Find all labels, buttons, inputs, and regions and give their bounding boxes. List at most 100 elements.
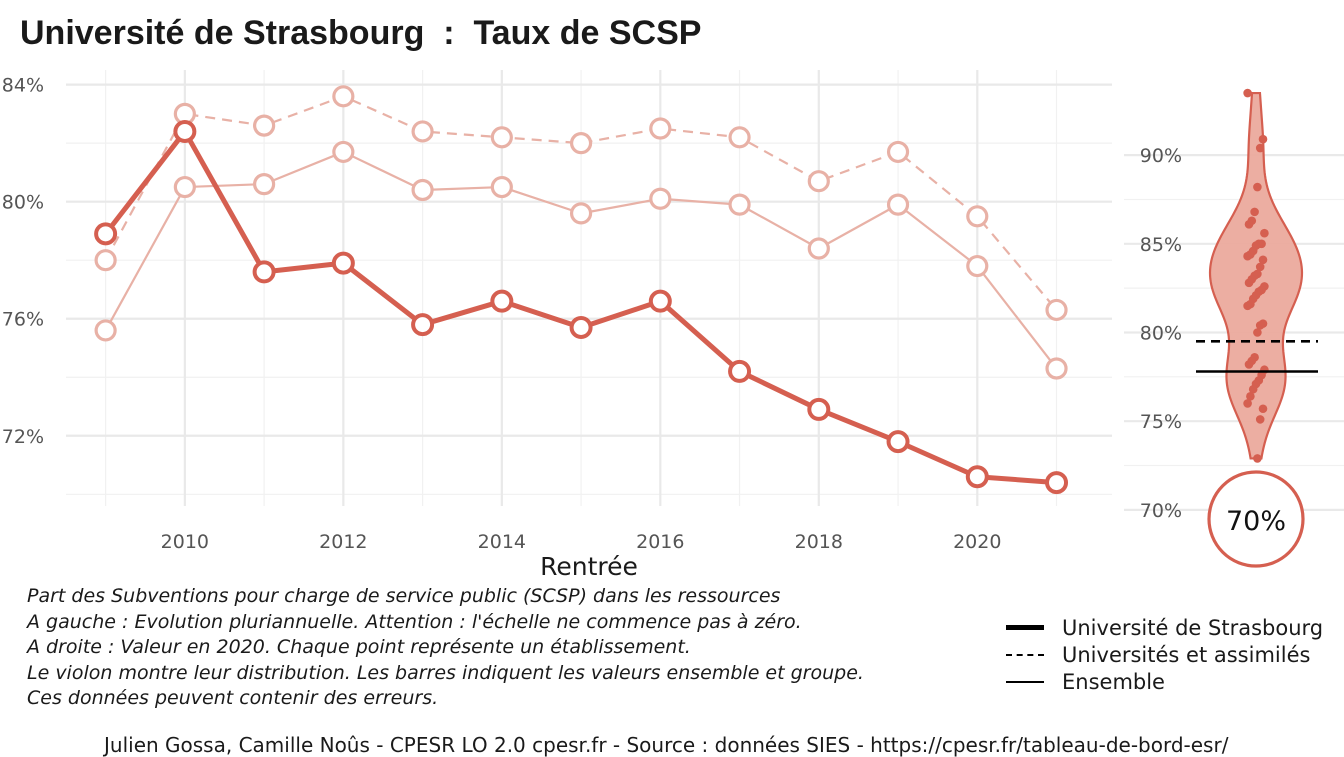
violin-point: [1243, 301, 1252, 311]
data-point-thin: [649, 187, 672, 210]
x-tick-label: 2012: [319, 531, 367, 553]
legend-label: Universités et assimilés: [1062, 642, 1311, 667]
data-point-thin: [807, 237, 830, 260]
data-point-dashed: [94, 249, 117, 272]
line-chart-grid: [66, 70, 1112, 506]
violin-point: [1253, 454, 1262, 463]
y-tick-label: 72%: [2, 426, 44, 448]
legend-label: Ensemble: [1062, 669, 1165, 694]
data-point-thin: [411, 178, 434, 202]
violin-point: [1255, 321, 1265, 330]
legend-item-universites: Universités et assimilés: [1006, 641, 1323, 668]
violin-point: [1255, 415, 1265, 424]
violin-point: [1260, 228, 1269, 238]
line-chart-points: [94, 85, 1069, 495]
violin-point: [1258, 134, 1268, 144]
legend-key-dashed: [1006, 653, 1044, 656]
data-point-thin: [332, 140, 355, 164]
chart-title: Université de Strasbourg : Taux de SCSP: [20, 14, 702, 52]
data-point-thick: [94, 222, 118, 246]
line-chart-axes: 72% 76% 80% 84% 2010 2012 2014 2016 2018 2020: [2, 75, 1002, 553]
highlight-circle: [1207, 470, 1305, 568]
data-point-dashed: [332, 85, 355, 108]
highlight-value-label: 70%: [1226, 506, 1286, 537]
data-point-thick: [252, 260, 276, 284]
legend-item-strasbourg: Université de Strasbourg: [1006, 614, 1323, 641]
y-tick-label: 84%: [2, 75, 44, 97]
data-point-dashed: [569, 132, 593, 155]
note-line: Part des Subventions pour charge de serv…: [27, 585, 781, 607]
data-point-thin: [886, 193, 910, 216]
legend: Université de Strasbourg Universités et …: [1006, 614, 1323, 695]
data-point-thick: [490, 289, 514, 313]
legend-key-thin: [1006, 680, 1044, 683]
data-point-thin: [728, 193, 751, 216]
violin-point: [1255, 262, 1265, 272]
x-tick-label: 2018: [795, 531, 843, 553]
data-point-thick: [648, 289, 672, 313]
data-point-thin: [94, 319, 117, 342]
data-point-dashed: [886, 140, 910, 164]
data-point-thick: [331, 251, 355, 275]
data-point-thin: [966, 254, 989, 278]
data-point-thin: [253, 173, 276, 196]
violin-point: [1253, 328, 1262, 337]
chart-area: 72% 76% 80% 84% 2010 2012 2014 2016 2018 2020 Ren…: [2, 70, 1344, 581]
legend-key-thick: [1006, 625, 1044, 630]
data-point-thick: [569, 316, 593, 340]
violin-point: [1248, 384, 1258, 394]
data-point-dashed: [253, 114, 276, 137]
y-tick-label: 80%: [2, 192, 44, 214]
data-point-thick: [411, 313, 435, 337]
violin-point: [1250, 207, 1259, 217]
x-tick-label: 2020: [953, 531, 1001, 553]
data-point-dashed: [807, 170, 830, 193]
data-point-thick: [1045, 471, 1069, 495]
violin-tick-label: 70%: [1140, 500, 1182, 522]
violin-point: [1243, 251, 1252, 261]
data-point-dashed: [966, 205, 989, 228]
note-line: Ces données peuvent contenir des erreurs…: [27, 687, 439, 709]
legend-item-ensemble: Ensemble: [1006, 668, 1323, 695]
violin-point: [1246, 392, 1255, 401]
data-point-dashed: [649, 117, 672, 140]
data-point-thin: [569, 202, 593, 225]
data-point-thick: [173, 119, 197, 143]
violin-point: [1244, 360, 1254, 369]
legend-label: Université de Strasbourg: [1062, 615, 1324, 640]
violin-tick-label: 85%: [1140, 234, 1182, 256]
violin-point: [1253, 182, 1262, 192]
violin-axes: 70% 75% 80% 85% 90%: [1140, 145, 1182, 522]
note-line: A gauche : Evolution pluriannuelle. Atte…: [27, 610, 802, 633]
x-tick-label: 2014: [478, 531, 526, 553]
data-point-thick: [965, 465, 989, 489]
data-point-dashed: [490, 126, 513, 149]
note-line: A droite : Valeur en 2020. Chaque point …: [27, 636, 691, 658]
data-point-thin: [173, 175, 196, 199]
data-point-dashed: [1045, 298, 1068, 322]
data-point-thick: [728, 359, 752, 383]
violin-point: [1243, 88, 1252, 98]
violin-point: [1255, 143, 1265, 153]
data-point-thick: [886, 430, 910, 454]
data-point-dashed: [728, 126, 751, 149]
violin-tick-label: 80%: [1140, 322, 1182, 344]
violin-point: [1258, 404, 1268, 414]
x-axis-title: Rentrée: [540, 552, 638, 581]
violin-tick-label: 90%: [1140, 145, 1182, 167]
source-caption: Julien Gossa, Camille Noûs - CPESR LO 2.…: [104, 733, 1229, 757]
y-tick-label: 76%: [2, 309, 44, 331]
violin-tick-label: 75%: [1140, 411, 1182, 433]
x-tick-label: 2010: [161, 531, 209, 553]
note-line: Le violon montre leur distribution. Les …: [27, 661, 864, 684]
violin-point: [1244, 220, 1254, 229]
violin-point: [1258, 255, 1268, 265]
violin-points: [1243, 88, 1269, 463]
data-point-thin: [1045, 357, 1068, 380]
data-point-dashed: [411, 120, 434, 143]
violin-point: [1243, 399, 1252, 408]
data-point-thick: [807, 397, 831, 421]
x-tick-label: 2016: [636, 531, 684, 553]
data-point-thin: [490, 175, 513, 199]
violin-reference-lines: [1196, 340, 1318, 373]
